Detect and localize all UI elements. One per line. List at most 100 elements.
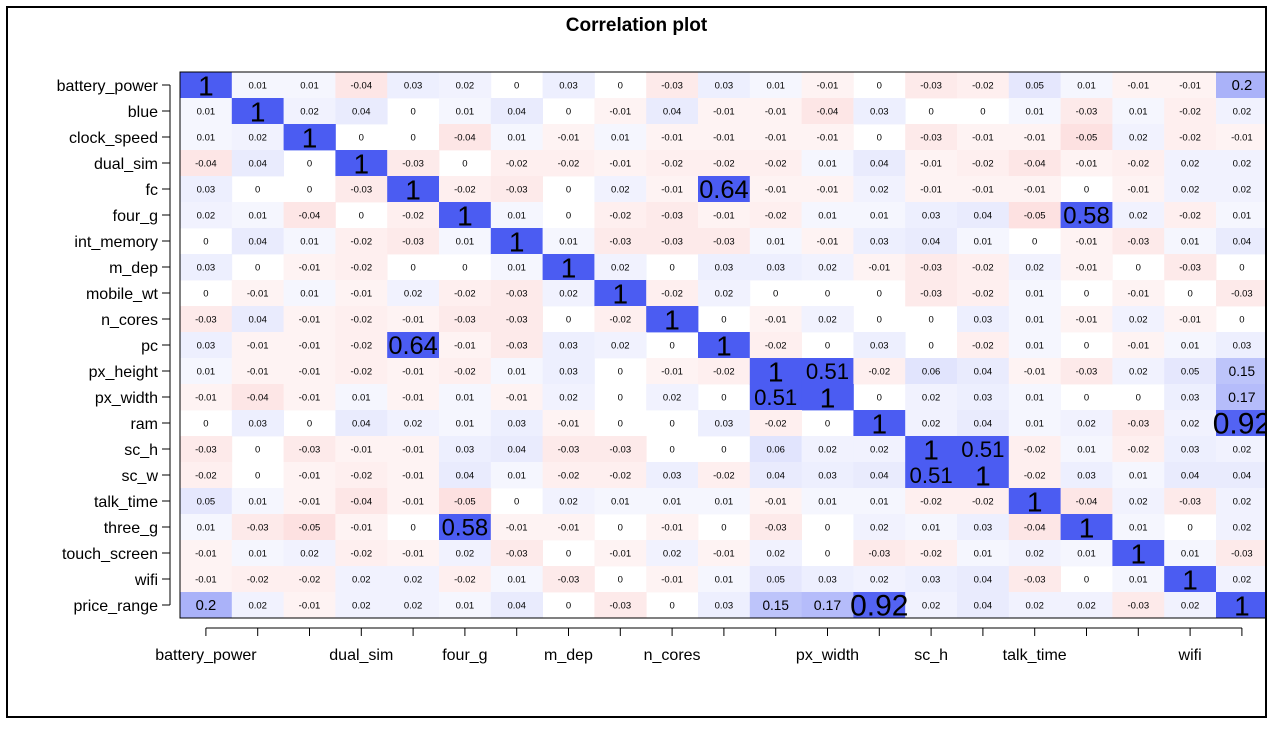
cell-value-label: -0.01 — [713, 132, 735, 143]
heatmap-cell — [1112, 488, 1165, 515]
heatmap-cell — [1112, 202, 1165, 229]
cell-value-label: 0.01 — [456, 106, 475, 117]
cell-value-label: -0.02 — [350, 236, 372, 247]
cell-value-label: 0 — [410, 522, 415, 533]
cell-value-label: 0.04 — [766, 470, 785, 481]
cell-value-label: 0 — [618, 522, 623, 533]
cell-value-label: -0.01 — [247, 366, 269, 377]
cell-value-label: 0.04 — [1233, 470, 1252, 481]
heatmap-cell — [749, 124, 802, 151]
cell-value-label: 0.03 — [197, 262, 216, 273]
cell-value-label: 0.02 — [248, 132, 267, 143]
cell-value-label: -0.02 — [1127, 444, 1149, 455]
heatmap-cell — [490, 592, 543, 619]
heatmap-cell — [335, 592, 388, 619]
cell-value-label: -0.03 — [920, 80, 942, 91]
cell-value-label: 0.02 — [922, 392, 941, 403]
cell-value-label: -0.01 — [1076, 314, 1098, 325]
cell-value-label: 0.02 — [1181, 158, 1200, 169]
cell-value-label: -0.01 — [1024, 132, 1046, 143]
cell-value-label: 0.02 — [404, 418, 423, 429]
heatmap-cell — [801, 124, 854, 151]
cell-value-label: -0.01 — [920, 158, 942, 169]
heatmap-cell — [231, 514, 284, 541]
heatmap-cell — [801, 358, 854, 385]
cell-value-label: 0.01 — [766, 80, 785, 91]
cell-value-label: -0.04 — [299, 210, 321, 221]
x-tick-label: sc_h — [914, 647, 948, 664]
heatmap-cell — [1112, 150, 1165, 177]
heatmap-cell — [335, 98, 388, 125]
cell-value-label: -0.02 — [920, 548, 942, 559]
cell-value-label: 0.03 — [197, 340, 216, 351]
cell-value-label: 0 — [514, 80, 519, 91]
cell-value-label: -0.01 — [195, 574, 217, 585]
cell-value-label: 0.02 — [715, 288, 734, 299]
cell-value-label: 0 — [566, 314, 571, 325]
heatmap-cell — [439, 98, 492, 125]
cell-value-label: 0.03 — [559, 366, 578, 377]
heatmap-cell — [387, 592, 440, 619]
cell-value-label: -0.01 — [1076, 262, 1098, 273]
heatmap-cell — [1060, 358, 1113, 385]
heatmap-cell — [1112, 306, 1165, 333]
cell-value-label: 0.02 — [404, 288, 423, 299]
cell-value-label: -0.03 — [1076, 106, 1098, 117]
cell-value-label: 0.03 — [974, 314, 993, 325]
heatmap-cell — [387, 566, 440, 593]
cell-value-label: -0.02 — [299, 574, 321, 585]
heatmap-cell — [853, 436, 906, 463]
cell-value-label: -0.03 — [506, 314, 528, 325]
cell-value-label: 0.01 — [507, 470, 526, 481]
cell-value-label: -0.03 — [661, 236, 683, 247]
cell-value-label: -0.05 — [454, 496, 476, 507]
cell-value-label: -0.03 — [454, 314, 476, 325]
heatmap-cell — [490, 410, 543, 437]
heatmap-cell — [1060, 462, 1113, 489]
heatmap-cell — [957, 358, 1010, 385]
cell-value-label: -0.03 — [558, 444, 580, 455]
cell-value-label: -0.01 — [765, 496, 787, 507]
cell-value-label: 0.01 — [818, 496, 837, 507]
heatmap-cell — [594, 228, 647, 255]
heatmap-cell — [1112, 358, 1165, 385]
heatmap-cell — [231, 488, 284, 515]
heatmap-cell — [957, 124, 1010, 151]
heatmap-cell — [1216, 280, 1265, 307]
cell-value-label: -0.02 — [350, 470, 372, 481]
heatmap-cell — [905, 540, 958, 567]
heatmap-cell — [180, 436, 233, 463]
cell-value-label: 0 — [307, 158, 312, 169]
heatmap-cell — [490, 540, 543, 567]
cell-value-label: 0.02 — [818, 314, 837, 325]
heatmap-cell — [957, 254, 1010, 281]
heatmap-cell — [905, 410, 958, 437]
cell-value-label: -0.02 — [1024, 444, 1046, 455]
cell-value-label: 0.02 — [1233, 184, 1252, 195]
cell-value-label: 1 — [1027, 487, 1043, 518]
cell-value-label: 0.01 — [300, 236, 319, 247]
cell-value-label: -0.01 — [350, 288, 372, 299]
cell-value-label: -0.01 — [1127, 80, 1149, 91]
cell-value-label: 0.03 — [197, 184, 216, 195]
cell-value-label: -0.01 — [713, 548, 735, 559]
cell-value-label: -0.03 — [1231, 288, 1253, 299]
x-tick-label: four_g — [442, 647, 487, 664]
cell-value-label: 0 — [669, 418, 674, 429]
heatmap-cell — [801, 72, 854, 99]
cell-value-label: 0 — [618, 418, 623, 429]
cell-value-label: 0 — [721, 444, 726, 455]
cell-value-label: 0 — [825, 548, 830, 559]
heatmap-cell — [180, 72, 233, 99]
heatmap-cell — [231, 150, 284, 177]
x-tick-label: n_cores — [644, 647, 701, 664]
cell-value-label: 1 — [405, 175, 421, 206]
cell-value-label: -0.02 — [402, 210, 424, 221]
heatmap-cell — [283, 488, 336, 515]
cell-value-label: 0.02 — [1181, 418, 1200, 429]
cell-value-label: -0.02 — [713, 158, 735, 169]
cell-value-label: 0.04 — [974, 366, 993, 377]
cell-value-label: 0.02 — [922, 600, 941, 611]
heatmap-cell — [1164, 254, 1217, 281]
heatmap-cell — [698, 124, 751, 151]
